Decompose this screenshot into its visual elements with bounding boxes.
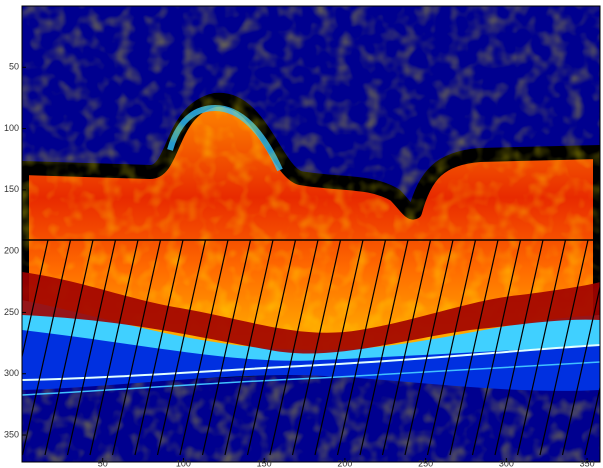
- image: [0, 6, 603, 462]
- x-tick-label: 250: [418, 458, 433, 468]
- y-tick-label: 250: [4, 307, 19, 317]
- x-tick-label: 100: [176, 458, 191, 468]
- y-tick-label: 200: [4, 246, 19, 256]
- chart: 50 100 150 200 250 300 350 50 100 150 200 250 300 350: [0, 0, 603, 468]
- y-tick-label: 100: [4, 123, 19, 133]
- y-tick-label: 300: [4, 368, 19, 378]
- y-tick-label: 150: [4, 184, 19, 194]
- x-tick-label: 300: [499, 458, 514, 468]
- y-tick-label: 350: [4, 429, 19, 439]
- x-tick-label: 200: [337, 458, 352, 468]
- y-tick-label: 50: [9, 62, 19, 72]
- x-tick-label: 350: [580, 458, 595, 468]
- x-tick-label: 50: [98, 458, 108, 468]
- x-tick-label: 150: [257, 458, 272, 468]
